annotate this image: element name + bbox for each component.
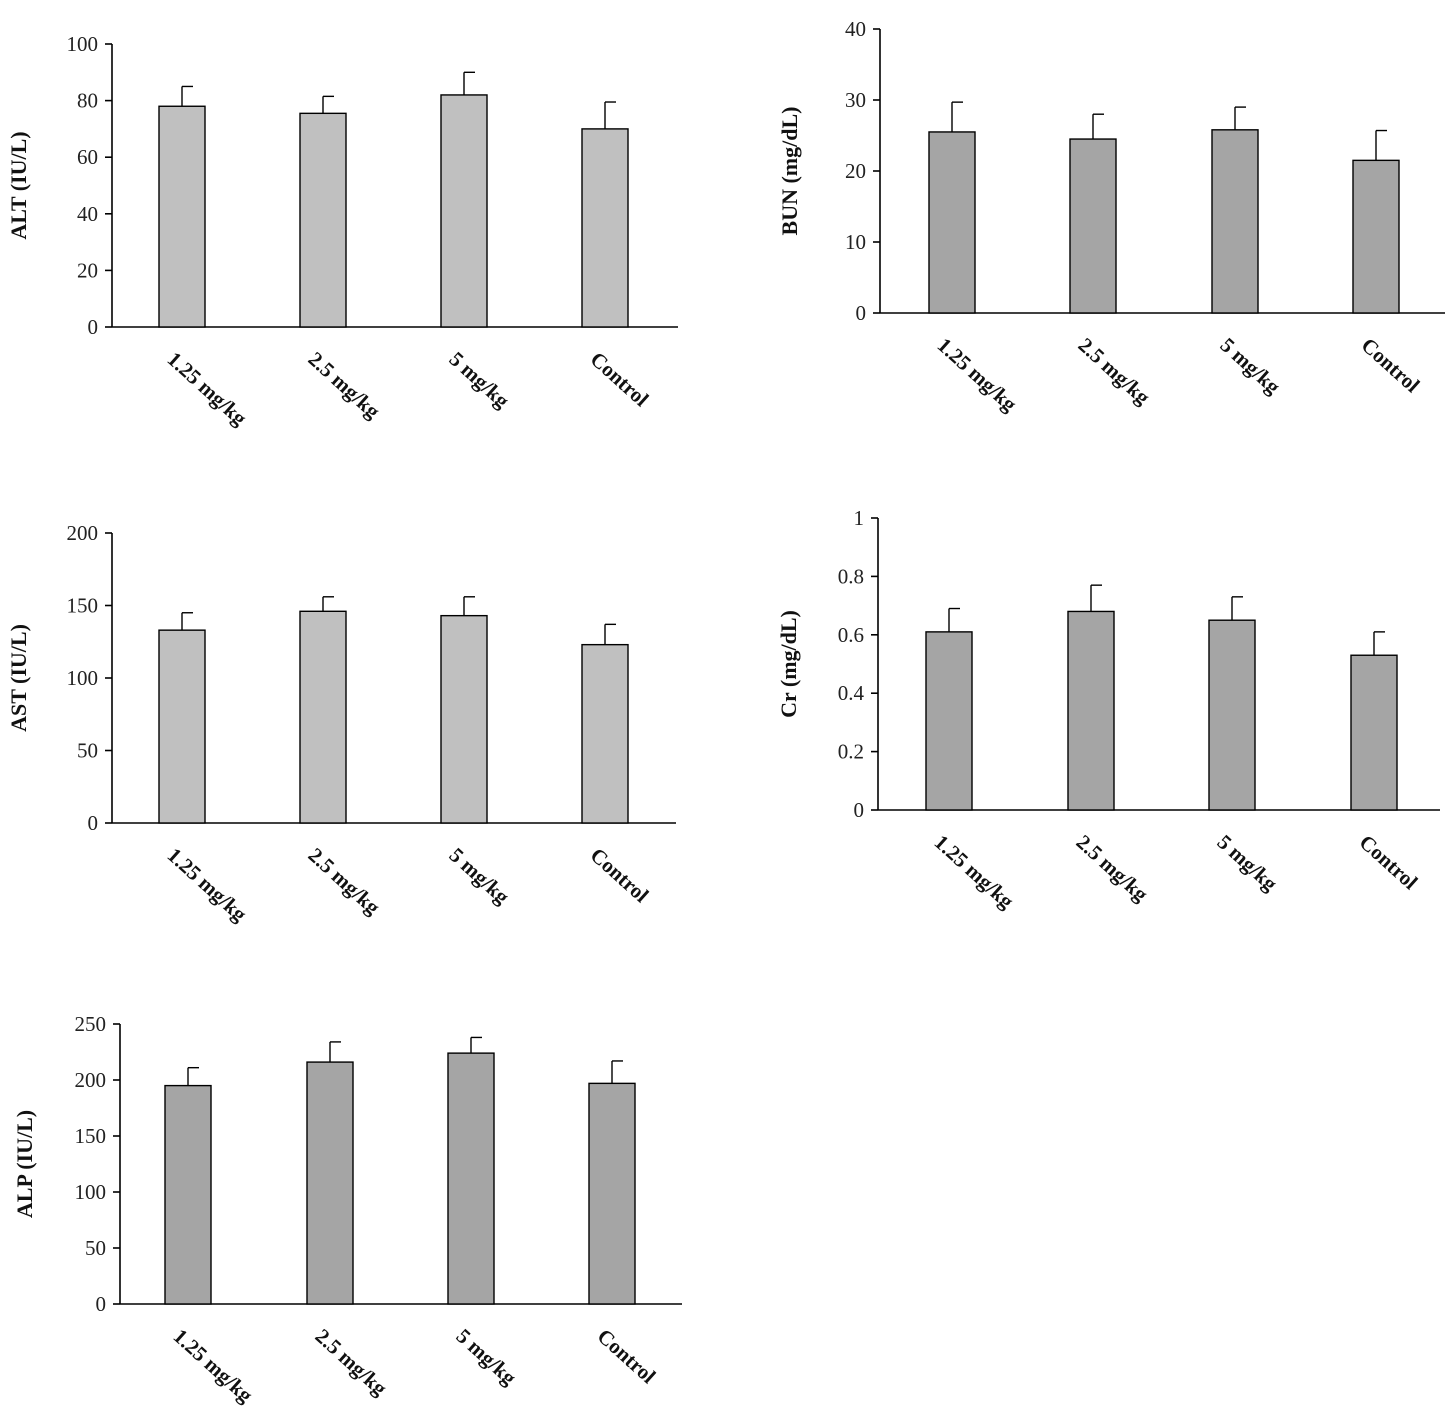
bar xyxy=(588,1082,636,1305)
y-axis-title: ALP (IU/L) xyxy=(12,1110,37,1218)
error-bar xyxy=(322,596,334,612)
y-tick-label: 10 xyxy=(845,230,866,254)
y-tick-label: 80 xyxy=(77,89,98,113)
y-tick-label: 0.2 xyxy=(838,740,864,764)
y-tick-label: 0 xyxy=(88,315,99,339)
bar xyxy=(928,131,976,314)
bar xyxy=(1067,610,1115,811)
error-bar xyxy=(1090,584,1102,612)
error-bar xyxy=(1373,631,1385,656)
y-tick-label: 0 xyxy=(856,301,867,325)
category-label: 1.25 mg/kg xyxy=(169,1324,258,1408)
category-label: Control xyxy=(1357,333,1425,398)
bar xyxy=(1352,159,1400,314)
error-bar xyxy=(181,612,193,631)
error-bar xyxy=(948,607,960,632)
category-label: Control xyxy=(586,843,654,908)
bar xyxy=(1069,138,1117,314)
y-tick-label: 200 xyxy=(67,521,99,545)
chart-ast: 0 50 100 150 200 1.25 mg/kg 2.5 mg/kg 5 mg/kg Co… xyxy=(6,521,676,927)
error-bar xyxy=(604,623,616,645)
category-label: 2.5 mg/kg xyxy=(1074,333,1155,410)
chart-alp: 0 50 100 150 200 250 1.25 mg/kg 2.5 mg/kg 5 mg/k… xyxy=(12,1012,682,1408)
y-tick-label: 50 xyxy=(77,739,98,763)
y-tick-label: 100 xyxy=(67,32,99,56)
category-label: 5 mg/kg xyxy=(1213,830,1283,896)
error-bar xyxy=(463,596,475,616)
category-label: Control xyxy=(586,347,654,412)
category-label: 1.25 mg/kg xyxy=(933,333,1022,417)
category-label: 5 mg/kg xyxy=(452,1324,522,1390)
chart-bun: 0 10 20 30 40 1.25 mg/kg 2.5 mg/kg 5 mg/kg Contr… xyxy=(777,17,1445,417)
category-label: 2.5 mg/kg xyxy=(304,843,385,920)
category-label: 5 mg/kg xyxy=(445,843,515,909)
bar xyxy=(925,631,973,811)
category-label: 1.25 mg/kg xyxy=(163,843,252,927)
error-bar xyxy=(951,101,963,132)
error-bar xyxy=(1092,113,1104,140)
y-tick-label: 40 xyxy=(845,17,866,41)
error-bar xyxy=(463,71,475,95)
error-bar xyxy=(1234,106,1246,130)
category-label: 1.25 mg/kg xyxy=(163,347,252,431)
category-label: Control xyxy=(1355,830,1423,895)
error-bar xyxy=(329,1041,341,1063)
y-tick-label: 0 xyxy=(854,798,865,822)
bar xyxy=(581,128,629,328)
bar xyxy=(158,629,206,824)
error-bar xyxy=(1375,129,1387,161)
y-tick-label: 100 xyxy=(67,666,99,690)
chart-cr: 0 0.2 0.4 0.6 0.8 1 1.25 mg/kg 2.5 mg/kg 5 mg/kg… xyxy=(776,506,1440,914)
y-axis-title: Cr (mg/dL) xyxy=(776,610,801,718)
y-tick-label: 0.4 xyxy=(838,681,865,705)
y-axis-title: ALT (IU/L) xyxy=(6,131,31,239)
bar xyxy=(440,94,488,328)
y-tick-label: 0 xyxy=(88,811,99,835)
bar xyxy=(164,1084,212,1305)
error-bar xyxy=(470,1036,482,1054)
category-label: 2.5 mg/kg xyxy=(1072,830,1153,907)
y-axis-title: BUN (mg/dL) xyxy=(777,107,802,236)
error-bar xyxy=(1231,596,1243,621)
y-tick-label: 20 xyxy=(77,258,98,282)
bar xyxy=(1208,619,1256,811)
error-bar xyxy=(181,85,193,107)
bar xyxy=(581,643,629,824)
y-tick-label: 20 xyxy=(845,159,866,183)
y-tick-label: 150 xyxy=(75,1124,107,1148)
y-tick-label: 0.8 xyxy=(838,564,864,588)
y-tick-label: 60 xyxy=(77,145,98,169)
y-tick-label: 150 xyxy=(67,594,99,618)
category-label: 2.5 mg/kg xyxy=(311,1324,392,1401)
y-tick-label: 40 xyxy=(77,202,98,226)
bar xyxy=(440,614,488,824)
error-bar xyxy=(604,101,616,129)
category-label: 1.25 mg/kg xyxy=(930,830,1019,914)
bar xyxy=(299,610,347,824)
y-tick-label: 250 xyxy=(75,1012,107,1036)
chart-alt: 0 20 40 60 80 100 1.25 mg/kg 2.5 mg/kg 5 mg/kg Co… xyxy=(6,32,678,431)
category-label: 5 mg/kg xyxy=(1216,333,1286,399)
bar xyxy=(158,105,206,328)
y-tick-label: 30 xyxy=(845,88,866,112)
bar xyxy=(299,112,347,328)
category-label: Control xyxy=(593,1324,661,1389)
y-tick-label: 0 xyxy=(96,1292,107,1316)
bar xyxy=(1350,654,1398,811)
y-tick-label: 200 xyxy=(75,1068,107,1092)
y-tick-label: 1 xyxy=(854,506,865,530)
y-tick-label: 100 xyxy=(75,1180,107,1204)
y-axis-title: AST (IU/L) xyxy=(6,624,31,732)
error-bar xyxy=(611,1060,623,1084)
category-label: 5 mg/kg xyxy=(445,347,515,413)
y-tick-label: 50 xyxy=(85,1236,106,1260)
error-bar xyxy=(322,95,334,114)
category-label: 2.5 mg/kg xyxy=(304,347,385,424)
error-bar xyxy=(187,1066,199,1086)
bar xyxy=(306,1061,354,1305)
bar xyxy=(447,1052,495,1305)
y-tick-label: 0.6 xyxy=(838,623,864,647)
bar xyxy=(1211,129,1259,314)
